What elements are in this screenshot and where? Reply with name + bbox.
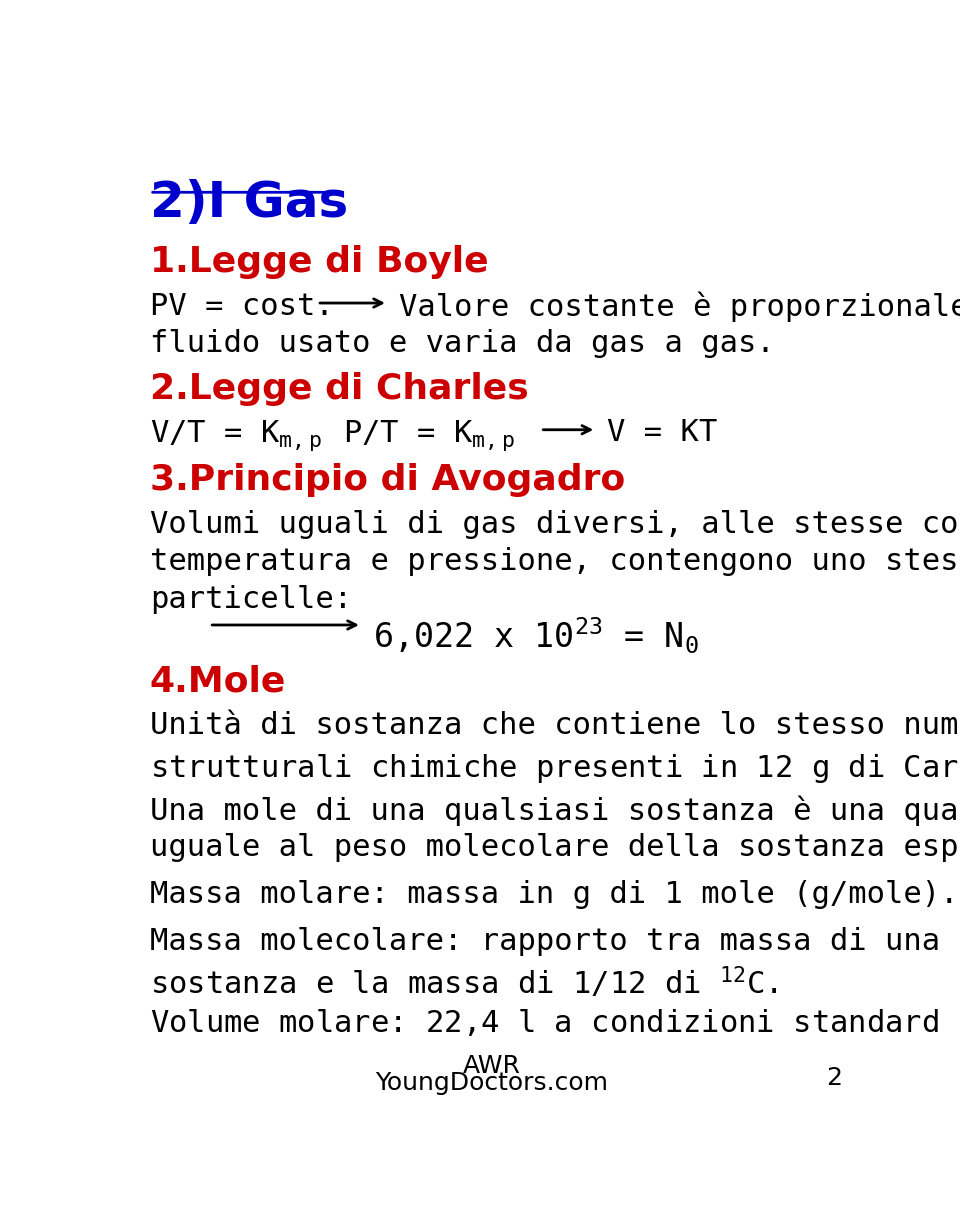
- Text: P/T = K$_{\mathregular{m,p}}$: P/T = K$_{\mathregular{m,p}}$: [344, 418, 516, 453]
- Text: 4.Mole: 4.Mole: [150, 664, 286, 698]
- Text: 2: 2: [826, 1067, 842, 1090]
- Text: PV = cost.: PV = cost.: [150, 291, 333, 321]
- Text: AWR: AWR: [463, 1054, 521, 1078]
- Text: 2)I Gas: 2)I Gas: [150, 179, 348, 227]
- Text: Valore costante è proporzionale al peso del: Valore costante è proporzionale al peso …: [399, 291, 960, 322]
- Text: Volumi uguali di gas diversi, alle stesse condizioni di: Volumi uguali di gas diversi, alle stess…: [150, 510, 960, 539]
- Text: sostanza e la massa di 1/12 di $^{\mathregular{12}}$C.: sostanza e la massa di 1/12 di $^{\mathr…: [150, 964, 778, 1001]
- Text: Una mole di una qualsiasi sostanza è una quantità in grammi: Una mole di una qualsiasi sostanza è una…: [150, 796, 960, 826]
- Text: YoungDoctors.com: YoungDoctors.com: [375, 1070, 609, 1095]
- Text: temperatura e pressione, contengono uno stesso numero di: temperatura e pressione, contengono uno …: [150, 547, 960, 577]
- Text: Massa molare: massa in g di 1 mole (g/mole).: Massa molare: massa in g di 1 mole (g/mo…: [150, 880, 958, 909]
- Text: particelle:: particelle:: [150, 585, 352, 613]
- Text: Unità di sostanza che contiene lo stesso numero di unità: Unità di sostanza che contiene lo stesso…: [150, 712, 960, 740]
- Text: 1.Legge di Boyle: 1.Legge di Boyle: [150, 245, 489, 279]
- Text: V/T = K$_{\mathregular{m,p}}$: V/T = K$_{\mathregular{m,p}}$: [150, 418, 323, 453]
- Text: Volume molare: 22,4 l a condizioni standard (0$^{\mathregular{o}}$C, 1 atm).: Volume molare: 22,4 l a condizioni stand…: [150, 1007, 960, 1039]
- Text: 3.Principio di Avogadro: 3.Principio di Avogadro: [150, 462, 625, 496]
- Text: uguale al peso molecolare della sostanza espresso in u.m.a.: uguale al peso molecolare della sostanza…: [150, 834, 960, 862]
- Text: V = KT: V = KT: [608, 418, 717, 447]
- Text: fluido usato e varia da gas a gas.: fluido usato e varia da gas a gas.: [150, 329, 775, 358]
- Text: strutturali chimiche presenti in 12 g di Carbonio 12 ($^{\mathregular{12}}$C).: strutturali chimiche presenti in 12 g di…: [150, 748, 960, 787]
- Text: Massa molecolare: rapporto tra massa di una molecola di: Massa molecolare: rapporto tra massa di …: [150, 928, 960, 956]
- Text: 6,022 x 10$^{\mathregular{23}}$ = N$_{\mathregular{0}}$: 6,022 x 10$^{\mathregular{23}}$ = N$_{\m…: [372, 616, 699, 656]
- Text: 2.Legge di Charles: 2.Legge di Charles: [150, 372, 529, 406]
